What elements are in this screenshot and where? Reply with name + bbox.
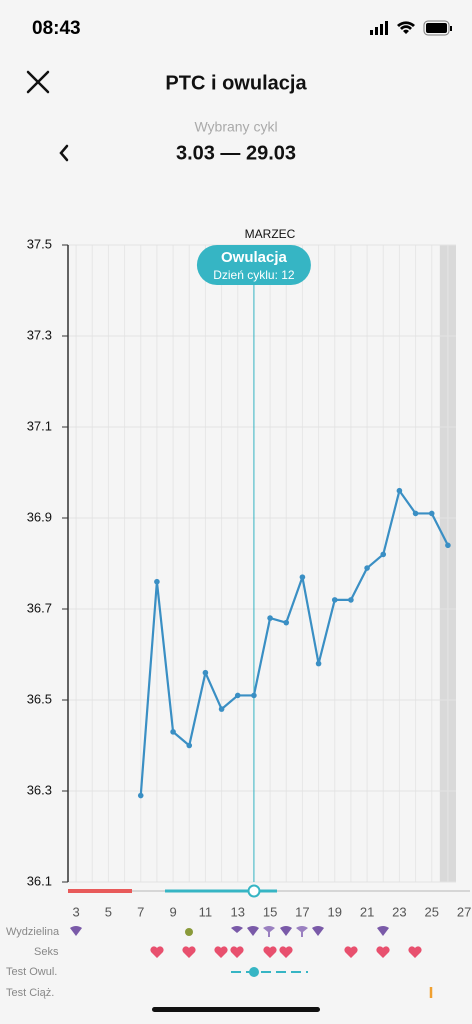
temperature-point — [428, 510, 435, 517]
y-tick-label: 37.1 — [27, 418, 52, 433]
status-icons — [370, 20, 452, 36]
y-tick-label: 36.9 — [27, 509, 52, 524]
chart: 37.5 37.3 37.1 36.9 36.7 36.5 36.3 36.1 3 5 7 9 11 13… — [27, 227, 472, 919]
x-tick-label: 21 — [360, 904, 374, 919]
x-tick-label: 13 — [231, 904, 245, 919]
temperature-point — [154, 578, 160, 585]
row-label: Test Owul. — [6, 966, 57, 978]
temperature-line — [139, 489, 449, 796]
y-tick-label: 36.5 — [27, 691, 52, 706]
temperature-point — [396, 487, 403, 494]
temperature-point — [331, 597, 338, 603]
row-label: Seks — [34, 946, 59, 958]
cycle-range: 3.03 — 29.03 — [176, 142, 296, 164]
y-tick-label: 37.3 — [27, 327, 52, 342]
x-tick-label: 7 — [137, 904, 144, 919]
temperature-point — [380, 551, 387, 558]
ovulation-bubble — [196, 245, 311, 285]
y-tick-label: 37.5 — [27, 236, 52, 251]
x-tick-label: 19 — [328, 904, 342, 919]
y-tick-label: 36.1 — [27, 873, 52, 888]
temperature-point — [267, 615, 273, 621]
temperature-point — [283, 619, 290, 626]
event-icons — [70, 926, 433, 998]
x-tick-label: 15 — [263, 904, 277, 919]
timeline — [68, 884, 470, 898]
row-label: Test Ciąż. — [6, 987, 54, 999]
ovulation-title: Owulacja — [221, 249, 288, 266]
x-tick-label: 11 — [199, 904, 213, 919]
row-label: Wydzielina — [6, 926, 60, 938]
temperature-point — [202, 669, 209, 676]
temperature-point — [445, 542, 451, 549]
x-tick-label: 23 — [392, 904, 406, 919]
temperature-point — [315, 660, 322, 667]
prev-cycle-button[interactable] — [59, 144, 69, 162]
month-label: MARZEC — [245, 227, 296, 241]
plot-area — [68, 245, 456, 882]
cycle-label: Wybrany cykl — [194, 119, 277, 135]
x-tick-label: 17 — [295, 904, 309, 919]
home-indicator — [152, 1007, 320, 1012]
temperature-point — [251, 692, 257, 699]
status-time: 08:43 — [32, 18, 81, 39]
x-tick-label: 5 — [105, 904, 112, 919]
y-tick-label: 36.7 — [27, 600, 52, 615]
temperature-point — [364, 565, 370, 571]
x-tick-label: 9 — [169, 904, 176, 919]
event-rows: Wydzielina Seks Test Owul. Test Ciąż. — [6, 926, 60, 999]
temperature-point — [218, 706, 225, 712]
temperature-point — [186, 742, 193, 749]
y-tick-label: 36.3 — [27, 782, 52, 797]
temperature-point — [299, 574, 306, 580]
ovulation-day: Dzień cyklu: 12 — [213, 268, 295, 282]
page-title: PTC i owulacja — [165, 72, 307, 94]
x-tick-label: 25 — [425, 904, 439, 919]
x-tick-label: 27 — [457, 904, 471, 919]
temperature-point — [348, 597, 354, 603]
temperature-point — [170, 729, 176, 735]
temperature-point — [234, 692, 241, 699]
close-button[interactable] — [26, 70, 50, 94]
x-tick-label: 3 — [72, 904, 79, 919]
temperature-point — [137, 792, 144, 799]
temperature-point — [412, 510, 419, 517]
